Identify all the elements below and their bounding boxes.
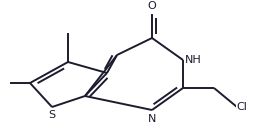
Text: N: N <box>148 114 156 124</box>
Text: O: O <box>148 1 156 11</box>
Text: NH: NH <box>185 55 201 65</box>
Text: Cl: Cl <box>236 102 247 112</box>
Text: S: S <box>49 110 56 120</box>
